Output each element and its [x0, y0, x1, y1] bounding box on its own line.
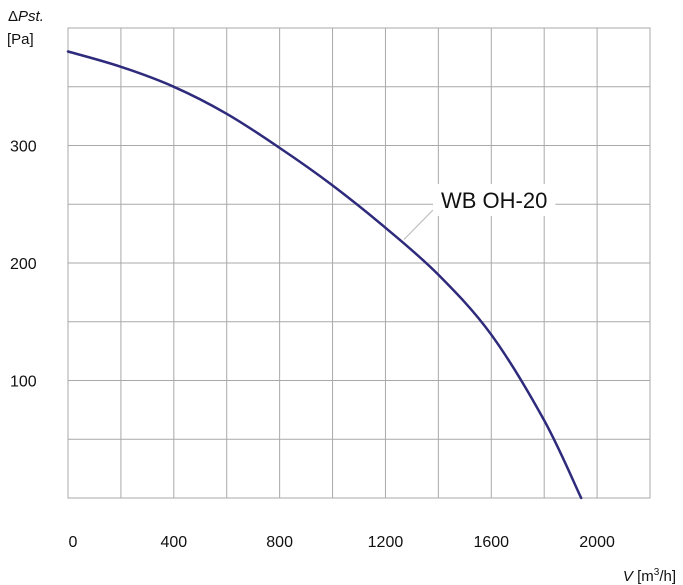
plot-frame	[67, 27, 651, 499]
grid	[68, 28, 650, 498]
x-tick-label: 2000	[579, 534, 615, 551]
y-axis-symbol: ΔPst.	[8, 8, 44, 25]
series-leader-line	[403, 209, 434, 240]
x-tick-label: 1200	[368, 534, 404, 551]
x-tick-labels: 0 400 800 1200 1600 2000	[69, 534, 615, 551]
series-line-wb-oh-20	[66, 50, 583, 500]
y-axis-unit: [Pa]	[7, 31, 34, 48]
y-tick-label: 300	[10, 139, 37, 156]
y-tick-label: 100	[10, 374, 37, 391]
x-tick-label: 1600	[473, 534, 509, 551]
x-tick-label: 0	[69, 534, 78, 551]
series-label-wb-oh-20: WB OH-20	[441, 188, 547, 213]
series-label-background	[433, 184, 556, 216]
y-tick-label: 200	[10, 256, 37, 273]
x-axis-title: V [m3/h]	[623, 567, 676, 585]
y-tick-labels: 100 200 300	[10, 139, 37, 391]
x-tick-label: 400	[160, 534, 187, 551]
x-tick-label: 800	[266, 534, 293, 551]
